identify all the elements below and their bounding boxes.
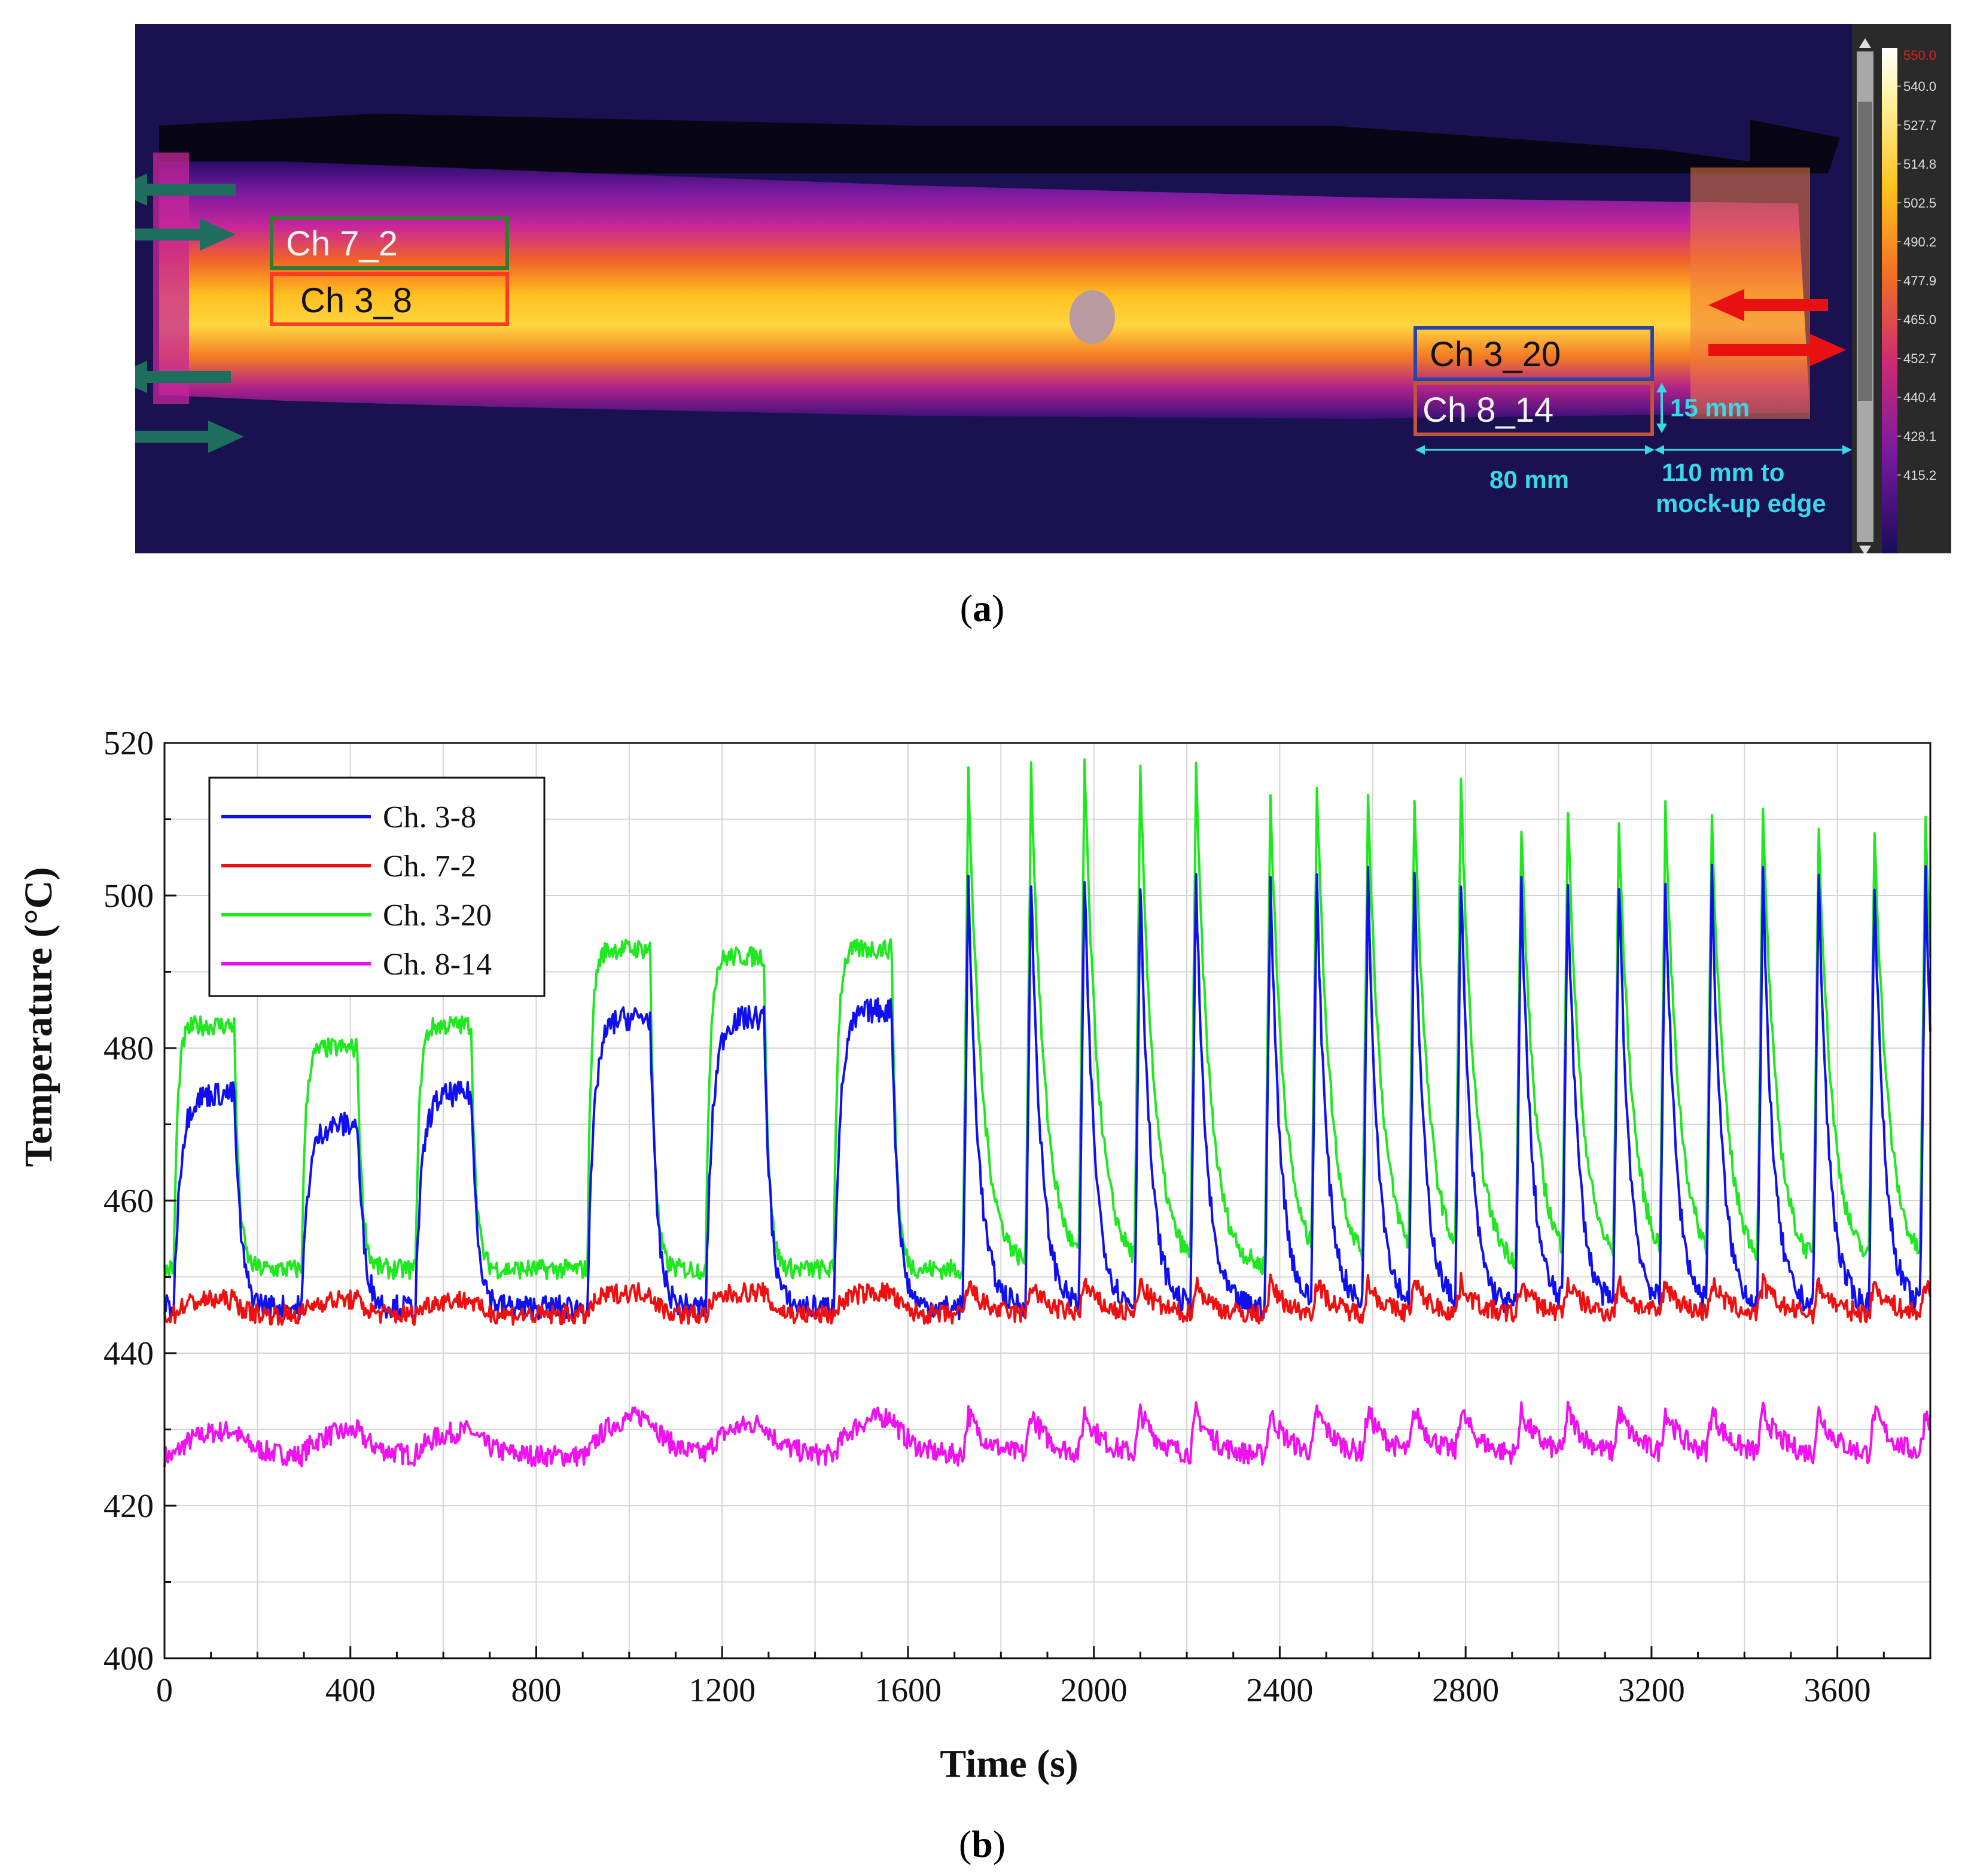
chart-legend: Ch. 3-8 Ch. 7-2 Ch. 3-20 Ch. 8-14: [208, 776, 546, 997]
y-axis-title: Temperature (°C): [17, 867, 60, 1167]
dimension-label-edge-line1: 110 mm to: [1662, 458, 1784, 486]
arrow-right-lower-icon: [135, 421, 244, 453]
arrow-left-upper-icon: [135, 173, 236, 206]
x-tick-label: 2400: [1246, 1672, 1313, 1709]
series-line-ch-8-14: [163, 1400, 1932, 1467]
scroll-up-icon[interactable]: [1859, 38, 1871, 48]
thermal-image-panel: Ch 7_2 Ch 3_8 Ch 3_20 Ch 8_14 15 mm 80 m…: [135, 24, 1951, 553]
x-tick-label: 3200: [1618, 1672, 1685, 1709]
y-tick-label: 500: [103, 878, 154, 915]
x-axis-ticks: 0 400 800 1200 1600 2000 2400 2800 3200 3600: [156, 1646, 1932, 1709]
panel-b-caption: (b): [958, 1823, 1006, 1865]
colorbar-tick-label: 527.7: [1903, 118, 1936, 133]
roi-label-ch8-14: Ch 8_14: [1422, 391, 1553, 430]
x-tick-label: 2000: [1061, 1672, 1128, 1709]
thermal-image: Ch 7_2 Ch 3_8 Ch 3_20 Ch 8_14 15 mm 80 m…: [135, 24, 1951, 553]
legend-label: Ch. 3-8: [383, 800, 476, 835]
roi-label-ch3-20: Ch 3_20: [1430, 335, 1561, 374]
roi-box-ch3-8: [270, 272, 509, 326]
series-line-ch-3-8: [164, 863, 1932, 1321]
x-axis-title: Time (s): [940, 1742, 1079, 1786]
roi-box-ch8-14: [1413, 381, 1654, 436]
colorbar-tick-label: 415.2: [1903, 468, 1936, 483]
colorbar-tick-label: 540.0: [1903, 79, 1936, 94]
temperature-chart: 0 400 800 1200 1600 2000 2400 2800 3200 3600 4004…: [17, 725, 1932, 1786]
colorbar-tick-label: 490.2: [1903, 234, 1936, 249]
colorbar-max-label: 550.0: [1903, 48, 1936, 63]
roi-label-ch7-2: Ch 7_2: [286, 224, 398, 263]
arrow-outlet-left-icon: [1708, 289, 1828, 321]
colorbar-tick-label: 502.5: [1903, 196, 1936, 211]
dimension-label-height: 15 mm: [1670, 394, 1750, 422]
legend-box: [208, 776, 546, 997]
legend-label: Ch. 3-20: [383, 899, 492, 933]
colorbar-tick-label: 452.7: [1903, 351, 1936, 366]
arrow-right-upper-icon: [135, 218, 236, 251]
y-tick-label: 440: [103, 1335, 154, 1372]
roi-box-ch7-2: [270, 216, 509, 270]
colorbar-ticks: 540.0 527.7 514.8 502.5 490.2 477.9 465.0 452.7…: [1897, 79, 1936, 483]
x-tick-label: 1600: [875, 1672, 942, 1709]
y-axis-ticks: 400 420 440 460 480 500 520: [103, 725, 176, 1677]
colorbar-scroll-thumb[interactable]: [1858, 102, 1872, 401]
right-end-block: [1690, 168, 1810, 419]
y-tick-label: 520: [103, 725, 154, 762]
x-tick-label: 3600: [1804, 1672, 1871, 1709]
dimension-label-edge-line2: mock-up edge: [1656, 489, 1826, 517]
legend-label: Ch. 8-14: [383, 948, 492, 982]
arrow-left-lower-icon: [135, 361, 231, 393]
legend-label: Ch. 7-2: [383, 849, 476, 884]
dimension-label-width: 80 mm: [1489, 465, 1569, 494]
panel-a-caption: (a): [959, 587, 1005, 629]
colorbar-tick-label: 514.8: [1903, 157, 1936, 172]
heated-mockup-body: [159, 162, 1810, 419]
roi-box-ch3-20: [1413, 326, 1654, 381]
colorbar-tick-label: 477.9: [1903, 273, 1936, 288]
y-tick-label: 420: [103, 1488, 154, 1525]
y-tick-label: 460: [103, 1183, 154, 1220]
x-tick-label: 400: [325, 1672, 376, 1709]
x-tick-label: 800: [511, 1672, 561, 1709]
y-tick-label: 400: [103, 1640, 154, 1677]
chart-series-layer: [163, 758, 1932, 1467]
arrow-outlet-right-icon: [1708, 334, 1846, 366]
colorbar-tick-label: 440.4: [1903, 390, 1936, 405]
roi-label-ch3-8: Ch 3_8: [300, 281, 412, 320]
colorbar-gradient: [1882, 48, 1897, 553]
colorbar-tick-label: 465.0: [1903, 312, 1936, 327]
colorbar-tick-label: 428.1: [1903, 429, 1936, 444]
chart-grid: [164, 743, 1930, 1658]
x-tick-label: 1200: [688, 1672, 755, 1709]
dark-background-region: [159, 114, 1840, 173]
scroll-down-icon[interactable]: [1859, 546, 1871, 553]
hot-spot-artifact: [1070, 290, 1115, 344]
x-tick-label: 2800: [1432, 1672, 1499, 1709]
series-line-ch-7-2: [163, 1271, 1932, 1326]
series-line-ch-3-20: [163, 758, 1932, 1280]
x-tick-label: 0: [156, 1672, 173, 1709]
y-tick-label: 480: [103, 1030, 154, 1067]
